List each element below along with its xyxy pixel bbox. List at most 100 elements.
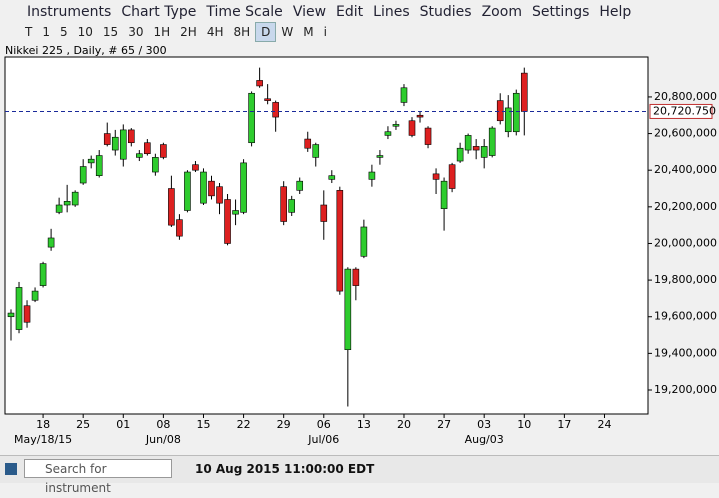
status-time: 10 Aug 2015 11:00:00 EDT (195, 462, 375, 476)
candle-body (264, 98, 271, 101)
toolbar-button[interactable]: M (303, 25, 314, 39)
candle-body (240, 162, 247, 213)
candle-body (184, 171, 191, 211)
x-date-label: Aug/03 (465, 433, 504, 446)
candle-body (95, 155, 103, 176)
menu-item[interactable]: Instruments (27, 4, 112, 20)
current-price-label: 20,720.750 (653, 104, 716, 117)
candle-body (47, 237, 55, 248)
candle-body (320, 204, 328, 222)
candle-body (304, 138, 312, 149)
x-tick-label: 06 (317, 418, 331, 431)
x-tick-label: 08 (156, 418, 170, 431)
candle-body (368, 171, 376, 180)
candle-body (384, 131, 392, 136)
candle-body (280, 186, 287, 222)
y-tick-label: 19,800,000 (654, 273, 717, 286)
menu-item[interactable]: Lines (373, 4, 410, 20)
candle-body (176, 219, 183, 237)
candle-body (152, 157, 159, 173)
menu-item[interactable]: View (292, 4, 327, 20)
plot-area (4, 56, 649, 415)
candle-body (256, 80, 263, 87)
toolbar-button[interactable]: 1H (153, 25, 171, 39)
x-tick-label: 03 (477, 418, 491, 431)
candle-body (448, 164, 456, 189)
candle-body (232, 210, 239, 215)
candle-body (7, 312, 15, 318)
candle-body (31, 290, 39, 301)
candle-body (336, 190, 344, 292)
x-tick-label: 15 (196, 418, 210, 431)
candle-body (408, 120, 416, 136)
menu-item[interactable]: Zoom (481, 4, 522, 20)
current-price-box (649, 103, 713, 119)
candle-body (168, 188, 175, 226)
menu-item[interactable]: Time Scale (206, 4, 283, 20)
candle-body (192, 164, 199, 171)
y-tick-label: 20,400,000 (654, 163, 717, 176)
x-tick-label: 10 (517, 418, 531, 431)
toolbar-button[interactable]: W (281, 25, 294, 39)
candle-body (63, 201, 71, 206)
candle-body (496, 100, 504, 122)
menu-item[interactable]: Studies (419, 4, 472, 20)
x-tick-label: 18 (36, 418, 50, 431)
search-input[interactable]: Search for instrument (24, 459, 172, 495)
candle-body (504, 107, 512, 133)
candle-body (424, 127, 432, 145)
candle-body (312, 144, 320, 158)
x-date-label: Jul/06 (307, 433, 339, 446)
candle-body (480, 146, 488, 158)
candle-body (440, 180, 448, 209)
x-tick-label: 13 (357, 418, 371, 431)
candle-body (79, 166, 87, 184)
candle-body (119, 129, 127, 160)
candle-body (352, 268, 360, 286)
candle-body (328, 175, 336, 180)
candle-body (200, 171, 207, 204)
candle-body (344, 268, 352, 351)
x-tick-label: 22 (237, 418, 251, 431)
candle-body (55, 204, 63, 213)
y-tick-label: 19,200,000 (654, 383, 717, 396)
candle-body (39, 263, 47, 286)
toolbar-button[interactable]: D (255, 22, 277, 42)
status-bar: Search for instrument 10 Aug 2015 11:00:… (0, 455, 719, 495)
x-date-label: May/18/15 (14, 433, 72, 446)
toolbar-button[interactable]: 5 (59, 25, 68, 39)
candle-body (272, 102, 279, 118)
toolbar-button[interactable]: 1 (42, 25, 50, 39)
candle-body (136, 153, 143, 158)
menu-item[interactable]: Help (599, 4, 632, 20)
toolbar-button[interactable]: 30 (128, 25, 144, 39)
menu-item[interactable]: Edit (336, 4, 364, 20)
toolbar-button[interactable]: T (25, 25, 33, 39)
candle-body (224, 199, 231, 244)
menu-item[interactable]: Chart Type (121, 4, 197, 20)
toolbar-button[interactable]: 2H (180, 25, 197, 39)
toolbar-button[interactable]: i (323, 25, 327, 39)
candle-body (103, 133, 111, 145)
menu-item[interactable]: Settings (531, 4, 590, 20)
candle-body (400, 87, 408, 103)
toolbar-button[interactable]: 8H (233, 25, 251, 39)
toolbar-button[interactable]: 15 (102, 25, 119, 39)
candle-body (144, 142, 151, 155)
x-tick-label: 29 (277, 418, 291, 431)
candle-body (128, 129, 135, 144)
toolbar-button[interactable]: 4H (206, 25, 224, 39)
toolbar-button[interactable]: 10 (77, 25, 93, 39)
candle-body (71, 191, 79, 206)
candle-body (392, 124, 400, 127)
candle-body (376, 155, 384, 158)
x-tick-label: 01 (116, 418, 130, 431)
menu-bar: Instruments Chart Type Time Scale View Edit L… (0, 0, 719, 22)
candle-body (456, 147, 464, 162)
candle-body (488, 127, 496, 156)
x-tick-label: 25 (76, 418, 90, 431)
chart: 19,200,000 19,400,000 19,600,000 19,800,000… (4, 56, 717, 446)
x-tick-label: 24 (597, 418, 611, 431)
candle-body (288, 199, 296, 213)
